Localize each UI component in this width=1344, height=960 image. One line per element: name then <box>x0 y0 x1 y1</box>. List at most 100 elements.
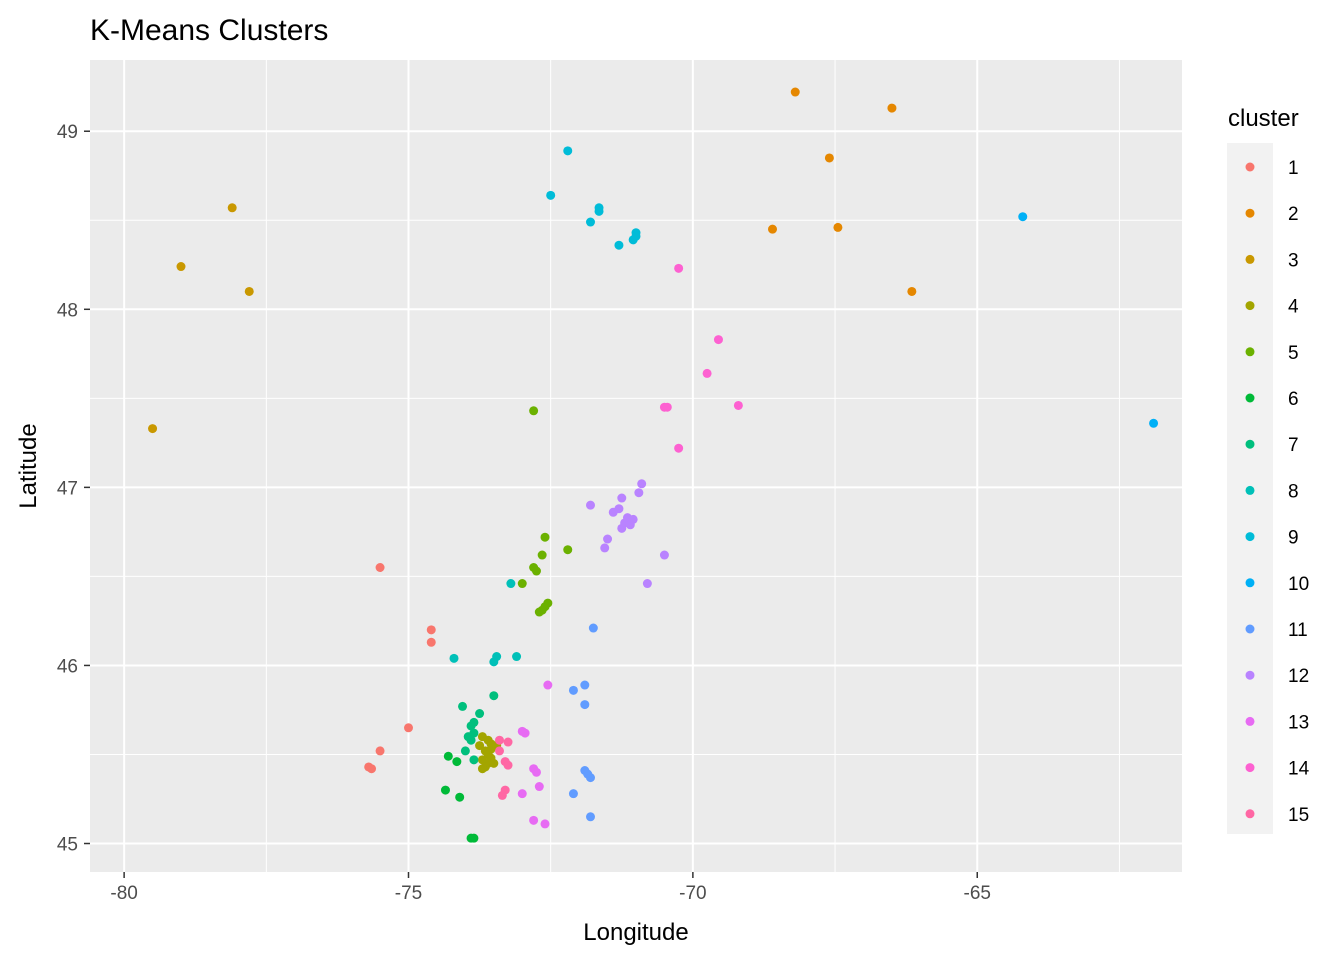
point-cluster-12 <box>625 520 635 530</box>
legend-key-6 <box>1245 393 1255 403</box>
legend-label-11: 11 <box>1288 620 1308 641</box>
point-cluster-9 <box>614 240 624 250</box>
point-cluster-1 <box>375 746 385 756</box>
point-cluster-11 <box>568 789 578 799</box>
point-cluster-2 <box>887 103 897 113</box>
point-cluster-15 <box>503 760 513 770</box>
point-cluster-3 <box>244 286 254 296</box>
x-tick-label: -70 <box>679 883 706 904</box>
legend-label-8: 8 <box>1288 481 1299 502</box>
point-cluster-14 <box>674 443 684 453</box>
y-tick-label: 48 <box>57 300 78 321</box>
legend-key-11 <box>1245 624 1255 634</box>
y-axis-title: Latitude <box>15 423 42 508</box>
point-cluster-8 <box>506 579 516 589</box>
legend-key-15 <box>1245 809 1255 819</box>
point-cluster-12 <box>659 550 669 560</box>
point-cluster-13 <box>543 680 553 690</box>
point-cluster-12 <box>586 500 595 510</box>
legend-label-3: 3 <box>1288 250 1299 271</box>
legend-label-14: 14 <box>1288 759 1310 780</box>
legend-label-6: 6 <box>1288 389 1299 410</box>
point-cluster-11 <box>568 685 578 695</box>
point-cluster-12 <box>634 488 644 498</box>
point-cluster-7 <box>475 709 485 719</box>
legend-key-10 <box>1245 578 1255 588</box>
point-cluster-14 <box>662 402 672 412</box>
point-cluster-4 <box>486 744 496 754</box>
point-cluster-15 <box>503 737 513 747</box>
point-cluster-11 <box>586 773 595 783</box>
point-cluster-9 <box>546 190 556 200</box>
point-cluster-6 <box>443 751 453 761</box>
y-tick-label: 49 <box>57 122 78 143</box>
point-cluster-12 <box>617 523 627 533</box>
x-tick-label: -65 <box>964 883 991 904</box>
legend-title: cluster <box>1228 105 1299 132</box>
y-tick-label: 47 <box>57 478 78 499</box>
point-cluster-11 <box>580 700 590 710</box>
point-cluster-9 <box>586 217 595 227</box>
point-cluster-1 <box>404 723 413 733</box>
legend-label-1: 1 <box>1288 158 1299 179</box>
point-cluster-9 <box>594 206 604 216</box>
point-cluster-5 <box>517 579 527 589</box>
point-cluster-9 <box>628 235 638 245</box>
point-cluster-6 <box>440 785 450 795</box>
point-cluster-3 <box>176 262 186 272</box>
point-cluster-12 <box>617 493 627 503</box>
point-cluster-2 <box>824 153 834 163</box>
legend-key-5 <box>1245 347 1255 357</box>
point-cluster-4 <box>477 764 487 774</box>
point-cluster-5 <box>529 406 539 416</box>
point-cluster-14 <box>674 263 684 273</box>
x-axis: -80 -75 -70 -65 <box>110 872 991 904</box>
data-points <box>148 87 1159 843</box>
point-cluster-7 <box>489 691 499 701</box>
point-cluster-7 <box>466 735 476 745</box>
y-axis: 45 46 47 48 49 <box>57 122 90 856</box>
point-cluster-15 <box>495 735 504 745</box>
legend-label-4: 4 <box>1288 297 1299 318</box>
point-cluster-4 <box>475 741 485 751</box>
legend-key-14 <box>1245 763 1255 773</box>
legend-label-13: 13 <box>1288 712 1309 733</box>
legend-label-7: 7 <box>1288 435 1299 456</box>
legend-key-1 <box>1245 162 1255 172</box>
point-cluster-5 <box>534 607 544 617</box>
point-cluster-8 <box>449 653 459 663</box>
legend-key-13 <box>1245 716 1255 726</box>
point-cluster-3 <box>227 203 237 213</box>
legend-key-2 <box>1245 208 1255 218</box>
point-cluster-1 <box>426 637 436 647</box>
point-cluster-2 <box>907 286 917 296</box>
point-cluster-7 <box>466 721 476 731</box>
point-cluster-12 <box>637 479 647 489</box>
point-cluster-12 <box>600 543 610 553</box>
point-cluster-7 <box>458 701 468 711</box>
major-gridlines <box>90 60 1182 872</box>
point-cluster-5 <box>563 545 573 555</box>
point-cluster-13 <box>534 782 544 792</box>
legend-label-2: 2 <box>1288 204 1299 225</box>
point-cluster-12 <box>603 534 613 544</box>
point-cluster-2 <box>768 224 777 234</box>
point-cluster-1 <box>367 764 377 774</box>
x-axis-title: Longitude <box>583 919 688 946</box>
point-cluster-13 <box>540 819 550 829</box>
point-cluster-10 <box>1149 418 1159 428</box>
point-cluster-13 <box>520 728 530 738</box>
point-cluster-4 <box>489 758 499 768</box>
point-cluster-7 <box>469 755 479 765</box>
point-cluster-15 <box>495 746 504 756</box>
point-cluster-8 <box>489 657 499 667</box>
point-cluster-13 <box>529 815 539 825</box>
point-cluster-3 <box>148 424 158 434</box>
legend-key-9 <box>1245 532 1255 542</box>
legend-label-12: 12 <box>1288 666 1309 687</box>
legend-label-5: 5 <box>1288 343 1299 364</box>
point-cluster-5 <box>540 532 550 542</box>
